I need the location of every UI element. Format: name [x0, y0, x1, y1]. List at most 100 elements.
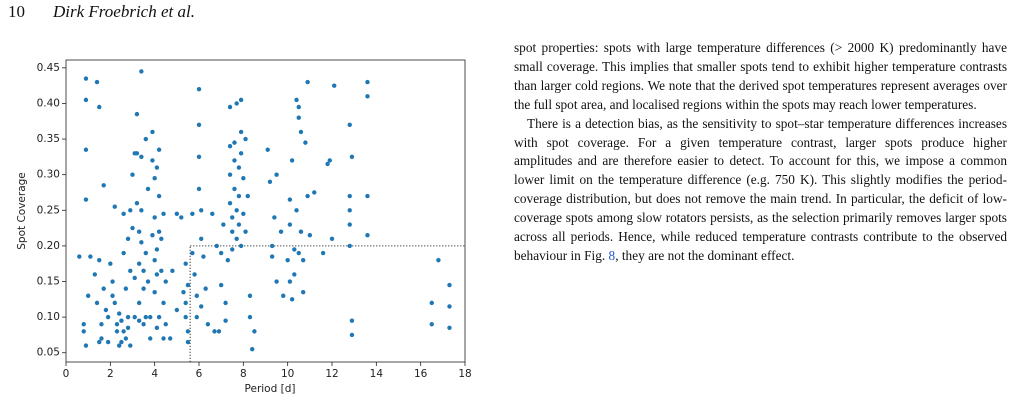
x-tick-label: 8	[240, 368, 247, 380]
point	[303, 140, 308, 145]
point	[436, 257, 441, 263]
point	[238, 97, 244, 103]
point	[199, 304, 204, 309]
point	[221, 222, 226, 227]
x-tick-label: 12	[325, 368, 338, 380]
point	[132, 275, 137, 281]
point	[154, 165, 160, 170]
point	[274, 172, 279, 177]
point	[132, 314, 137, 320]
point	[183, 314, 188, 320]
point	[77, 254, 82, 259]
point	[196, 186, 202, 192]
point	[94, 300, 100, 306]
point	[150, 158, 155, 163]
point	[190, 211, 195, 217]
y-tick-label: 0.10	[37, 311, 60, 323]
point	[130, 172, 135, 177]
point	[136, 261, 142, 266]
point	[154, 272, 160, 277]
point	[287, 222, 293, 227]
point	[307, 233, 313, 238]
point	[112, 300, 117, 306]
point	[252, 329, 257, 334]
plot-frame	[65, 59, 466, 363]
point	[190, 250, 195, 256]
point	[194, 293, 199, 298]
running-header: 10 Dirk Froebrich et al.	[8, 2, 195, 22]
y-tick-label: 0.05	[37, 347, 60, 359]
point	[81, 322, 86, 327]
point	[110, 279, 115, 284]
point	[156, 193, 162, 199]
point	[238, 151, 244, 156]
point	[97, 104, 102, 110]
point	[214, 243, 219, 249]
point	[292, 272, 297, 277]
point	[101, 183, 106, 188]
point	[154, 325, 160, 331]
y-tick-label: 0.35	[37, 133, 60, 145]
point	[223, 318, 228, 323]
point	[247, 293, 253, 298]
point	[156, 229, 162, 234]
point	[269, 243, 275, 249]
point	[234, 236, 239, 241]
point	[130, 225, 135, 231]
point	[232, 140, 237, 145]
point	[121, 329, 126, 334]
point	[119, 318, 124, 323]
point	[139, 208, 144, 213]
y-tick-label: 0.25	[37, 204, 60, 216]
point	[183, 300, 188, 306]
paragraph: There is a detection bias, as the sensit…	[514, 115, 1007, 266]
page-number: 10	[8, 2, 25, 21]
point	[83, 97, 89, 103]
point	[196, 154, 202, 160]
point	[196, 122, 202, 128]
point	[167, 336, 173, 341]
point	[347, 208, 352, 213]
point	[136, 229, 142, 234]
point	[92, 272, 98, 277]
point	[97, 257, 102, 263]
point	[230, 229, 235, 234]
point	[139, 69, 144, 74]
point	[447, 282, 452, 288]
point	[230, 215, 235, 220]
point	[136, 300, 142, 306]
point	[99, 322, 104, 327]
point	[199, 208, 204, 213]
point	[94, 79, 100, 85]
point	[243, 136, 248, 142]
authors: Dirk Froebrich et al.	[53, 2, 195, 21]
point	[289, 158, 295, 163]
point	[128, 268, 133, 274]
point	[298, 229, 304, 234]
point	[232, 186, 237, 192]
point	[125, 236, 131, 241]
point	[250, 346, 255, 352]
point	[296, 104, 301, 110]
point	[134, 111, 140, 117]
point	[123, 286, 129, 291]
point	[110, 293, 115, 298]
point	[112, 204, 117, 209]
point	[174, 307, 180, 313]
point	[123, 336, 129, 341]
figure-link[interactable]: 8	[608, 247, 616, 263]
point	[114, 329, 120, 334]
point	[141, 286, 146, 291]
x-axis-label: Period [d]	[245, 383, 296, 395]
y-axis-label: Spot Coverage	[16, 172, 28, 250]
point	[181, 289, 186, 295]
point	[225, 257, 231, 263]
text-run: , they are not the dominant effect.	[615, 247, 795, 263]
point	[145, 279, 151, 284]
point	[105, 339, 111, 345]
point	[365, 94, 370, 99]
point	[143, 314, 148, 320]
y-tick-label: 0.20	[37, 240, 60, 252]
point	[212, 329, 217, 334]
